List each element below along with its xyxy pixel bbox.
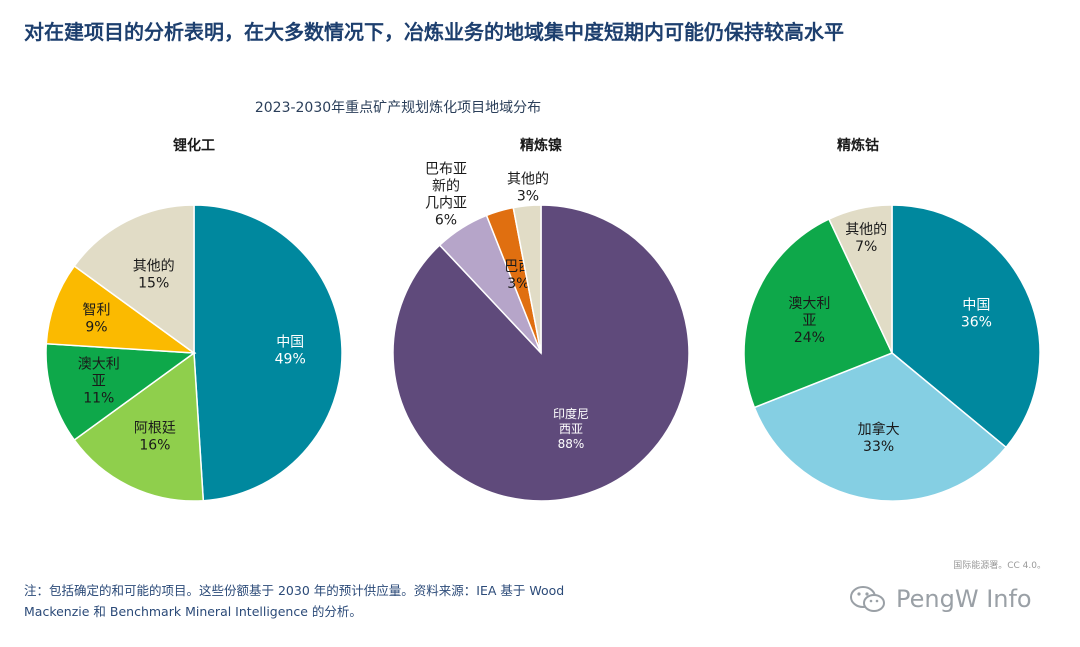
pie-label-lithium-4: 其他的 15% [133,258,175,291]
pie-label-lithium-3: 智利 9% [83,302,111,335]
chart-subtitle: 2023-2030年重点矿产规划炼化项目地域分布 [254,100,542,116]
pie-title-nickel: 精炼镍 [520,138,562,154]
license-credit: 国际能源署。CC 4.0。 [953,561,1046,571]
pie-label-lithium-2: 澳大利亚 11% [78,357,120,407]
pie-slice-cobalt-2 [743,218,894,409]
pie-slice-lithium-2 [45,342,197,442]
pie-slice-cobalt-0 [891,204,1041,449]
pie-label-cobalt-3: 其他的 7% [845,222,887,255]
pie-slice-nickel-3 [512,204,542,354]
pie-label-lithium-0: 中国 49% [275,334,306,367]
pie-label-lithium-1: 阿根廷 16% [134,420,176,453]
pie-title-cobalt: 精炼钴 [837,138,879,154]
footnote: 注：包括确定的和可能的项目。这些份额基于 2030 年的预计供应量。资料来源：I… [24,583,565,619]
wechat-icon [850,586,885,612]
pie-slice-lithium-4 [73,204,195,355]
page-headline: 对在建项目的分析表明，在大多数情况下，冶炼业务的地域集中度短期内可能仍保持较高水… [24,20,844,44]
pie-label-nickel-3: 其他的 3% [507,171,549,204]
pie-slice-lithium-3 [45,264,197,354]
pie-label-cobalt-0: 中国 36% [961,298,992,331]
pie-label-nickel-1: 巴布亚新的几内亚 6% [425,161,467,228]
pie-title-lithium: 锂化工 [173,138,215,154]
pie-slice-cobalt-1 [753,352,1008,502]
pie-label-nickel-0: 印度尼西亚 88% [553,406,589,451]
pie-label-cobalt-1: 加拿大 33% [858,421,900,455]
pie-label-cobalt-2: 澳大利亚 24% [788,296,830,346]
watermark-text: PengW Info [896,585,1032,613]
watermark: PengW Info [848,584,1032,614]
pie-slice-lithium-1 [73,351,205,502]
pie-slice-cobalt-3 [827,204,893,354]
pie-slice-lithium-0 [193,204,343,502]
